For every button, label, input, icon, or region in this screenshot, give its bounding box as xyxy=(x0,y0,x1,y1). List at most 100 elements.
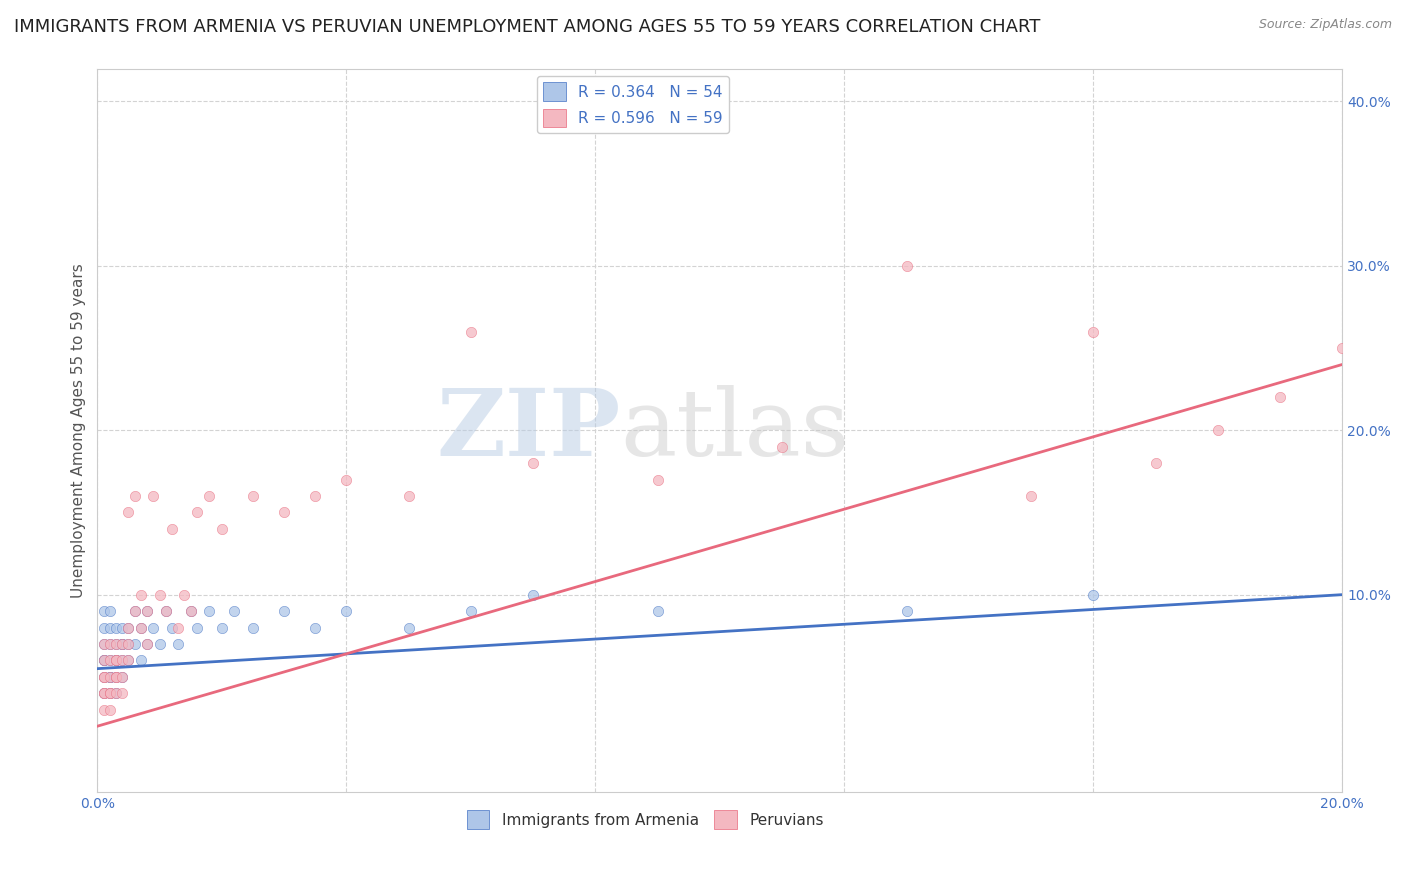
Point xyxy=(111,653,134,667)
Point xyxy=(105,653,128,667)
Point xyxy=(98,670,121,684)
Point xyxy=(1206,423,1229,437)
Point xyxy=(522,456,544,470)
Point xyxy=(124,604,146,618)
Point xyxy=(117,621,139,635)
Point xyxy=(105,670,128,684)
Point xyxy=(105,686,128,700)
Point xyxy=(93,637,115,651)
Point xyxy=(98,604,121,618)
Point xyxy=(647,604,669,618)
Point xyxy=(117,505,139,519)
Text: IMMIGRANTS FROM ARMENIA VS PERUVIAN UNEMPLOYMENT AMONG AGES 55 TO 59 YEARS CORRE: IMMIGRANTS FROM ARMENIA VS PERUVIAN UNEM… xyxy=(14,18,1040,36)
Point xyxy=(93,653,115,667)
Point xyxy=(129,653,152,667)
Point xyxy=(136,637,159,651)
Point xyxy=(173,588,195,602)
Point xyxy=(93,604,115,618)
Point xyxy=(242,489,264,503)
Legend: Immigrants from Armenia, Peruvians: Immigrants from Armenia, Peruvians xyxy=(460,804,830,835)
Point xyxy=(98,686,121,700)
Point xyxy=(129,621,152,635)
Point xyxy=(1083,588,1105,602)
Point xyxy=(160,621,183,635)
Point xyxy=(304,621,326,635)
Point xyxy=(1083,325,1105,339)
Point xyxy=(98,670,121,684)
Point xyxy=(335,473,357,487)
Point xyxy=(105,670,128,684)
Point xyxy=(770,440,793,454)
Point xyxy=(105,653,128,667)
Point xyxy=(105,653,128,667)
Point xyxy=(198,489,221,503)
Point xyxy=(155,604,177,618)
Point xyxy=(117,637,139,651)
Point xyxy=(896,604,918,618)
Point xyxy=(105,686,128,700)
Point xyxy=(111,637,134,651)
Point xyxy=(136,637,159,651)
Point xyxy=(98,686,121,700)
Point xyxy=(93,653,115,667)
Point xyxy=(93,686,115,700)
Point xyxy=(273,604,295,618)
Point xyxy=(111,637,134,651)
Point xyxy=(111,686,134,700)
Point xyxy=(149,588,172,602)
Point xyxy=(111,637,134,651)
Point xyxy=(98,653,121,667)
Point xyxy=(111,670,134,684)
Point xyxy=(129,621,152,635)
Point xyxy=(304,489,326,503)
Point xyxy=(98,621,121,635)
Point xyxy=(117,621,139,635)
Point xyxy=(1019,489,1042,503)
Point xyxy=(198,604,221,618)
Point xyxy=(124,604,146,618)
Point xyxy=(1268,390,1291,404)
Point xyxy=(117,653,139,667)
Point xyxy=(398,489,420,503)
Y-axis label: Unemployment Among Ages 55 to 59 years: Unemployment Among Ages 55 to 59 years xyxy=(72,263,86,598)
Point xyxy=(111,653,134,667)
Point xyxy=(105,621,128,635)
Point xyxy=(211,522,233,536)
Point xyxy=(522,588,544,602)
Point xyxy=(117,637,139,651)
Point xyxy=(93,686,115,700)
Point xyxy=(180,604,202,618)
Point xyxy=(105,637,128,651)
Point xyxy=(98,670,121,684)
Point xyxy=(93,653,115,667)
Point xyxy=(142,621,165,635)
Point xyxy=(335,604,357,618)
Point xyxy=(93,637,115,651)
Point xyxy=(273,505,295,519)
Text: ZIP: ZIP xyxy=(436,385,620,475)
Point xyxy=(186,505,208,519)
Point xyxy=(129,588,152,602)
Point xyxy=(460,604,482,618)
Point xyxy=(186,621,208,635)
Point xyxy=(224,604,246,618)
Point xyxy=(111,621,134,635)
Point xyxy=(98,653,121,667)
Point xyxy=(398,621,420,635)
Point xyxy=(647,473,669,487)
Point xyxy=(98,686,121,700)
Point xyxy=(167,637,190,651)
Point xyxy=(1331,341,1354,355)
Point xyxy=(93,703,115,717)
Point xyxy=(124,489,146,503)
Point xyxy=(155,604,177,618)
Point xyxy=(167,621,190,635)
Point xyxy=(142,489,165,503)
Point xyxy=(136,604,159,618)
Point xyxy=(93,621,115,635)
Text: atlas: atlas xyxy=(620,385,849,475)
Point xyxy=(105,637,128,651)
Point xyxy=(93,670,115,684)
Point xyxy=(460,325,482,339)
Point xyxy=(93,686,115,700)
